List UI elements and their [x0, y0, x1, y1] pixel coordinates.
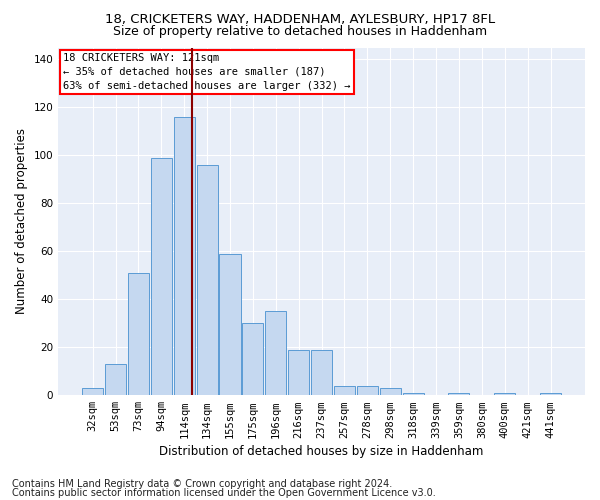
Bar — [197, 165, 218, 395]
Bar — [494, 393, 515, 395]
Bar — [220, 254, 241, 395]
Text: Size of property relative to detached houses in Haddenham: Size of property relative to detached ho… — [113, 25, 487, 38]
Bar — [403, 393, 424, 395]
Text: 18, CRICKETERS WAY, HADDENHAM, AYLESBURY, HP17 8FL: 18, CRICKETERS WAY, HADDENHAM, AYLESBURY… — [105, 12, 495, 26]
Text: 18 CRICKETERS WAY: 121sqm
← 35% of detached houses are smaller (187)
63% of semi: 18 CRICKETERS WAY: 121sqm ← 35% of detac… — [64, 52, 351, 90]
Bar — [151, 158, 172, 395]
Bar — [311, 350, 332, 395]
Bar — [334, 386, 355, 395]
Y-axis label: Number of detached properties: Number of detached properties — [15, 128, 28, 314]
Bar — [357, 386, 378, 395]
Bar — [265, 312, 286, 395]
Bar — [173, 117, 195, 395]
Bar — [105, 364, 126, 395]
Bar — [448, 393, 469, 395]
Text: Contains public sector information licensed under the Open Government Licence v3: Contains public sector information licen… — [12, 488, 436, 498]
Bar — [288, 350, 309, 395]
Bar — [128, 273, 149, 395]
Bar — [540, 393, 561, 395]
Bar — [242, 324, 263, 395]
Text: Contains HM Land Registry data © Crown copyright and database right 2024.: Contains HM Land Registry data © Crown c… — [12, 479, 392, 489]
X-axis label: Distribution of detached houses by size in Haddenham: Distribution of detached houses by size … — [160, 444, 484, 458]
Bar — [380, 388, 401, 395]
Bar — [82, 388, 103, 395]
